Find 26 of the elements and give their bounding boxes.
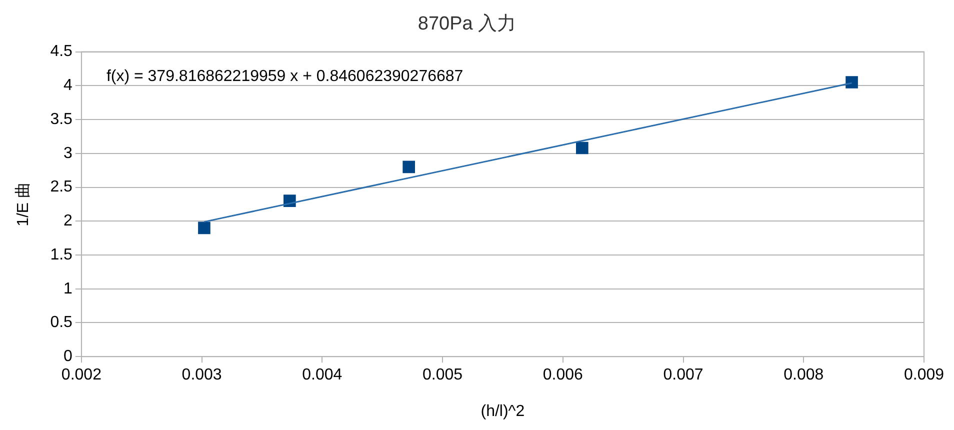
y-tick-label: 0 bbox=[64, 348, 73, 366]
y-tick-label: 4.5 bbox=[50, 43, 73, 60]
chart-title: 870Pa 入力 bbox=[418, 14, 516, 35]
x-tick-label: 0.008 bbox=[784, 366, 824, 384]
y-tick-label: 3 bbox=[64, 144, 73, 162]
x-tick-label: 0.006 bbox=[542, 366, 584, 384]
point bbox=[846, 76, 858, 88]
y-tick-label: 3.5 bbox=[50, 110, 73, 128]
x-tick-label: 0.009 bbox=[904, 366, 944, 384]
x-tick-label: 0.003 bbox=[182, 366, 222, 384]
x-tick-label: 0.005 bbox=[422, 366, 463, 384]
annotation: f(x) = 379.816862219959 x + 0.846062390276687 bbox=[106, 68, 464, 86]
x-tick-label: 0.004 bbox=[302, 366, 342, 384]
point bbox=[576, 142, 588, 154]
y-tick-label: 0.5 bbox=[50, 314, 73, 332]
y-tick-label: 1.5 bbox=[50, 246, 73, 264]
y-tick-label: 1 bbox=[64, 280, 73, 298]
y-tick-label: 2.5 bbox=[50, 178, 73, 196]
y-tick-label: 4 bbox=[64, 77, 73, 94]
y-axis-title: 1/E 曲 bbox=[14, 182, 32, 226]
point bbox=[402, 160, 415, 174]
x-axis-title: (h/l)^2 bbox=[480, 402, 525, 420]
point bbox=[198, 222, 210, 234]
x-tick-label: 0.002 bbox=[61, 366, 102, 384]
x-tick-label: 0.007 bbox=[663, 366, 704, 384]
y-tick-label: 2 bbox=[64, 212, 73, 230]
